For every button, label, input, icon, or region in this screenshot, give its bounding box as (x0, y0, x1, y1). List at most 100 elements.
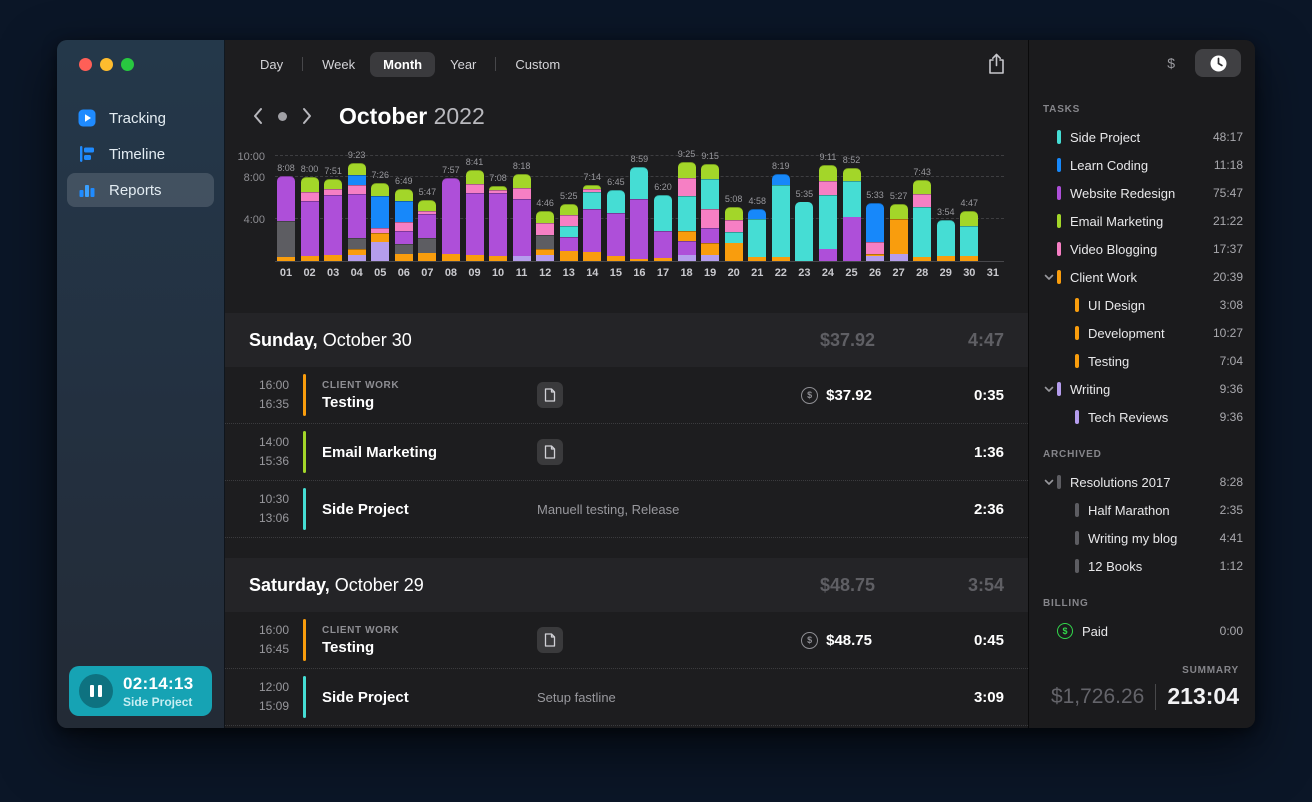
task-item-writing[interactable]: Writing 9:36 (1029, 375, 1255, 403)
chart-bar-segment (771, 257, 790, 261)
timer-elapsed: 02:14:13 (123, 673, 194, 693)
chart-bar-day-26[interactable]: 5:33 (866, 190, 885, 261)
chart-bar-day-14[interactable]: 7:14 (583, 172, 602, 261)
pause-button[interactable] (79, 674, 113, 708)
task-item-testing[interactable]: Testing 7:04 (1029, 347, 1255, 375)
tab-week[interactable]: Week (322, 56, 356, 72)
chart-bar-day-29[interactable]: 3:54 (936, 207, 955, 261)
task-item-email-marketing[interactable]: Email Marketing 21:22 (1029, 207, 1255, 235)
sidebar-item-reports[interactable]: Reports (67, 173, 214, 207)
note-button[interactable] (537, 382, 563, 408)
task-item-writing-my-blog[interactable]: Writing my blog 4:41 (1029, 524, 1255, 552)
chart-bar-total-label: 5:08 (724, 194, 743, 205)
chart-bar-segment (724, 220, 743, 232)
chart-bar-total-label: 8:00 (300, 164, 319, 174)
chart-bar-segment (771, 173, 790, 185)
zoom-window-button[interactable] (121, 58, 134, 71)
chart-bar-day-22[interactable]: 8:19 (771, 161, 790, 261)
entry-row[interactable]: 16:00 16:35 CLIENT WORK Testing $ $37.92 0:35 (225, 367, 1028, 424)
entry-title: Side Project (322, 688, 409, 706)
task-item-resolutions-2017[interactable]: Resolutions 2017 8:28 (1029, 468, 1255, 496)
note-button[interactable] (537, 627, 563, 653)
chart-bar-day-24[interactable]: 9:11 (818, 152, 837, 261)
sidebar-item-tracking[interactable]: Tracking (67, 101, 214, 135)
chart-bar-day-02[interactable]: 8:00 (300, 164, 319, 261)
close-window-button[interactable] (79, 58, 92, 71)
chart-bar-day-23[interactable]: 5:35 (795, 189, 814, 261)
task-item-ui-design[interactable]: UI Design 3:08 (1029, 291, 1255, 319)
entry-row[interactable]: 16:00 16:45 CLIENT WORK Testing $ $48.75 0:45 (225, 612, 1028, 669)
task-item-side-project[interactable]: Side Project 48:17 (1029, 123, 1255, 151)
task-item-tech-reviews[interactable]: Tech Reviews 9:36 (1029, 403, 1255, 431)
entry-end-time: 13:06 (258, 511, 289, 525)
chart-bar-day-19[interactable]: 9:15 (701, 151, 720, 261)
day-header-duration: 4:47 (967, 329, 1004, 350)
chevron-down-icon (1044, 386, 1054, 392)
chart-bar-day-12[interactable]: 4:46 (536, 198, 555, 261)
tab-year[interactable]: Year (450, 56, 477, 72)
next-period-button[interactable] (298, 104, 316, 128)
chart-bar-day-21[interactable]: 4:58 (748, 196, 767, 261)
share-button[interactable] (987, 53, 1006, 75)
chart-bar-day-04[interactable]: 9:23 (347, 150, 366, 261)
chart-bar-day-07[interactable]: 5:47 (418, 187, 437, 261)
note-button[interactable] (537, 439, 563, 465)
chart-bar-day-06[interactable]: 6:49 (394, 176, 413, 261)
chart-bar-segment (394, 201, 413, 223)
chart-bar-day-27[interactable]: 5:27 (889, 191, 908, 261)
task-expand-toggle[interactable] (1041, 479, 1057, 486)
chart-bar-segment (465, 183, 484, 194)
entry-row[interactable]: 14:00 15:36 Email Marketing 1:36 (225, 424, 1028, 481)
tab-custom[interactable]: Custom (515, 56, 561, 72)
page-title: October 2022 (339, 103, 485, 130)
billing-toggle[interactable]: $ (1167, 55, 1175, 71)
task-expand-toggle[interactable] (1041, 386, 1057, 393)
chart-bar-total-label: 6:45 (607, 177, 625, 188)
task-item-12-books[interactable]: 12 Books 1:12 (1029, 552, 1255, 580)
chart-bar-day-18[interactable]: 9:25 (677, 149, 696, 261)
chart-bar-day-05[interactable]: 7:26 (371, 170, 390, 261)
minimize-window-button[interactable] (100, 58, 113, 71)
chart-bar-day-15[interactable]: 6:45 (606, 177, 625, 261)
billing-item-paid[interactable]: $ Paid 0:00 (1029, 617, 1255, 645)
chart-x-tick-label: 18 (680, 267, 693, 279)
task-item-website-redesign[interactable]: Website Redesign 75:47 (1029, 179, 1255, 207)
chart-bar-day-17[interactable]: 6:20 (654, 182, 672, 261)
tab-month[interactable]: Month (370, 51, 436, 77)
chart-bar-day-13[interactable]: 5:25 (559, 191, 578, 261)
chart-bar-day-20[interactable]: 5:08 (724, 194, 743, 261)
period-tabs: Day Week Month Year Custom (247, 51, 573, 77)
task-item-client-work[interactable]: Client Work 20:39 (1029, 263, 1255, 291)
tab-day[interactable]: Day (260, 56, 284, 72)
chart-bar-day-10[interactable]: 7:08 (489, 173, 508, 261)
chart-bar-day-11[interactable]: 8:18 (512, 161, 531, 261)
chart-bar-day-25[interactable]: 8:52 (842, 155, 861, 261)
entry-row[interactable]: 12:00 15:09 Side Project Setup fastline 3:09 (225, 669, 1028, 726)
chart-bar-day-08[interactable]: 7:57 (441, 165, 460, 261)
timer-widget[interactable]: 02:14:13 Side Project (69, 666, 212, 716)
prev-period-button[interactable] (249, 104, 267, 128)
today-button[interactable] (278, 111, 287, 121)
chart-bar-segment (677, 162, 696, 179)
chart-bar-day-28[interactable]: 7:43 (913, 167, 932, 261)
tracking-icon (77, 108, 97, 128)
task-item-half-marathon[interactable]: Half Marathon 2:35 (1029, 496, 1255, 524)
chart-bar-day-09[interactable]: 8:41 (465, 157, 484, 261)
task-label: Tech Reviews (1088, 409, 1169, 425)
entry-middle: Manuell testing, Release (537, 502, 732, 517)
time-toggle[interactable] (1195, 49, 1241, 77)
chart-bar-day-16[interactable]: 8:59 (630, 154, 649, 261)
task-expand-toggle[interactable] (1041, 274, 1057, 281)
task-item-video-blogging[interactable]: Video Blogging 17:37 (1029, 235, 1255, 263)
chart-bar-segment (630, 166, 649, 200)
chart-bar-total-label: 6:49 (395, 176, 413, 187)
entry-row[interactable]: 10:30 13:06 Side Project Manuell testing, R… (225, 481, 1028, 538)
task-color-bar (1057, 382, 1061, 396)
entry-category: CLIENT WORK (322, 379, 400, 391)
task-item-development[interactable]: Development 10:27 (1029, 319, 1255, 347)
chart-bar-day-01[interactable]: 8:08 (277, 163, 295, 261)
chart-bar-day-30[interactable]: 4:47 (960, 198, 979, 261)
chart-bar-day-03[interactable]: 7:51 (324, 166, 343, 261)
task-item-learn-coding[interactable]: Learn Coding 11:18 (1029, 151, 1255, 179)
sidebar-item-timeline[interactable]: Timeline (67, 137, 214, 171)
